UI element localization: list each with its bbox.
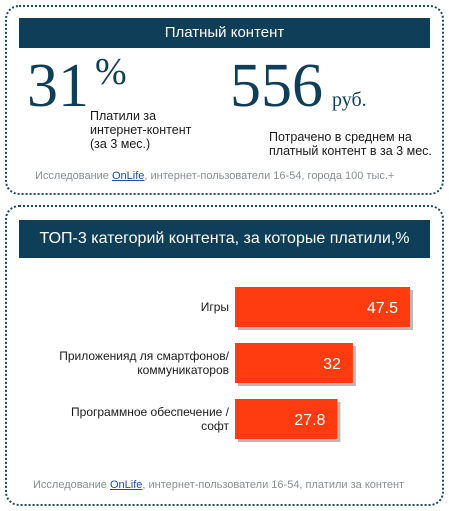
paid-share-value: 31	[27, 52, 89, 120]
top-categories-chart: 47.5 32 27.8	[235, 287, 413, 442]
paid-content-header: Платный контент	[19, 18, 430, 48]
category-label: Игры	[19, 300, 229, 314]
bar-value-label: 27.8	[294, 412, 325, 429]
avg-spend-unit: руб.	[332, 89, 367, 111]
onlife-link[interactable]: OnLife	[109, 479, 143, 491]
category-label-line: коммуникаторов	[137, 363, 229, 377]
onlife-link[interactable]: OnLife	[111, 170, 145, 182]
category-label-line: Игры	[200, 300, 229, 314]
bar-value-label: 47.5	[367, 300, 398, 317]
category-label: Программное обеспечение / софт	[19, 405, 229, 433]
bar	[235, 343, 353, 383]
source-prefix: Исследование	[33, 479, 110, 491]
bar	[235, 399, 338, 439]
source-suffix: , интернет-пользователи 16-54, платили з…	[142, 479, 405, 491]
avg-spend-description: Потрачено в среднем на платный контент в…	[269, 130, 432, 158]
category-label-line: Приложенияд ля смартфонов/	[59, 349, 229, 363]
avg-spend-value: 556	[230, 52, 323, 120]
paid-share-unit: %	[95, 51, 127, 93]
category-label-line: софт	[201, 419, 229, 433]
category-label: Приложенияд ля смартфонов/коммуникаторов	[19, 349, 229, 377]
bar	[235, 287, 410, 327]
category-label-line: Программное обеспечение /	[71, 405, 229, 419]
paid-content-panel: Платный контент 31 % Платили за интернет…	[5, 5, 444, 195]
top-categories-panel: ТОП-3 категорий контента, за которые пла…	[5, 205, 444, 506]
bar-value-label: 32	[323, 356, 341, 373]
source-suffix: , интернет-пользователи 16-54, города 10…	[144, 170, 395, 182]
source-prefix: Исследование	[35, 170, 112, 182]
paid-share-description: Платили за интернет-контент (за 3 мес.)	[90, 109, 192, 151]
source-note-top: Исследование OnLife, интернет-пользовате…	[35, 170, 394, 182]
top-categories-header: ТОП-3 категорий контента, за которые пла…	[19, 220, 430, 258]
source-note-bottom: Исследование OnLife, интернет-пользовате…	[33, 479, 404, 491]
